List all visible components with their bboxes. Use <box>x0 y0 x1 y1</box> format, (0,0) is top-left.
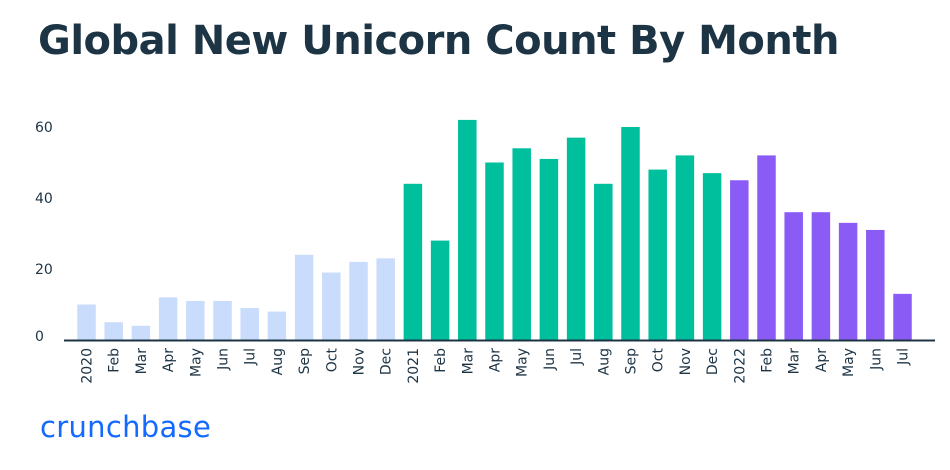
bar <box>186 300 205 340</box>
x-tick-label: Feb <box>433 348 449 373</box>
bar-chart: 0 20 40 60 2020 Feb Mar Apr May Jun Jul Aug Sep Oct N… <box>35 119 935 384</box>
y-tick-label: 60 <box>35 120 53 136</box>
bar <box>349 261 368 340</box>
x-tick-label: Sep <box>297 348 313 375</box>
x-tick-label: Dec <box>705 348 721 375</box>
x-tick-label: Sep <box>624 348 640 375</box>
x-tick-label: Jul <box>569 348 585 366</box>
x-tick-label: Mar <box>460 348 476 375</box>
x-tick-label: Oct <box>324 348 340 373</box>
bar <box>158 297 178 340</box>
bar <box>757 155 776 340</box>
y-tick-label: 40 <box>35 191 53 207</box>
x-tick-label: 2022 <box>732 348 748 384</box>
y-tick-label: 0 <box>35 329 44 345</box>
x-tick-label: Apr <box>161 348 177 372</box>
x-axis-ticks: 2020 Feb Mar Apr May Jun Jul Aug Sep Oct Nov Dec 202… <box>80 348 912 384</box>
x-tick-label: Nov <box>352 348 368 375</box>
x-tick-label: Jun <box>542 348 558 371</box>
x-tick-label: Jul <box>243 348 259 366</box>
x-tick-label: Jul <box>896 348 912 366</box>
bar <box>566 137 586 340</box>
bar <box>838 222 858 340</box>
x-tick-label: 2021 <box>406 348 422 384</box>
x-tick-label: Feb <box>760 348 776 373</box>
x-tick-label: May <box>515 348 531 377</box>
chart-title: Global New Unicorn Count By Month <box>38 18 839 64</box>
bar <box>512 148 531 340</box>
bar <box>131 325 151 340</box>
x-tick-label: Apr <box>814 348 830 372</box>
bar <box>267 311 287 340</box>
bar <box>458 119 477 341</box>
y-tick-label: 20 <box>35 262 53 278</box>
x-tick-label: Oct <box>651 348 667 373</box>
bar <box>730 180 749 340</box>
bar <box>893 293 912 340</box>
bar <box>784 212 803 340</box>
bar <box>240 308 259 340</box>
bar <box>648 169 667 340</box>
y-axis-ticks: 0 20 40 60 <box>35 120 53 345</box>
crunchbase-logo: crunchbase <box>40 410 212 444</box>
x-tick-label: 2020 <box>80 348 96 384</box>
bar <box>376 258 395 340</box>
bar <box>403 183 423 340</box>
bar <box>675 155 695 340</box>
x-tick-label: Apr <box>488 348 504 372</box>
x-tick-label: Mar <box>134 348 150 375</box>
bar <box>213 300 232 340</box>
x-tick-label: Feb <box>107 348 123 373</box>
x-tick-label: Aug <box>270 348 286 375</box>
bar <box>430 240 450 340</box>
bar <box>621 127 640 340</box>
x-tick-label: Jun <box>216 348 232 371</box>
bar <box>811 212 831 340</box>
x-tick-label: Jun <box>868 348 884 371</box>
bar <box>77 304 96 340</box>
bar <box>539 158 559 340</box>
x-tick-label: Mar <box>787 348 803 375</box>
x-tick-label: May <box>841 348 857 377</box>
bar <box>594 183 613 340</box>
x-tick-label: Aug <box>596 348 612 375</box>
bar <box>702 173 722 340</box>
bar-series <box>77 119 912 341</box>
x-tick-label: May <box>188 348 204 377</box>
bar <box>485 162 504 340</box>
bar <box>294 254 314 340</box>
x-tick-label: Dec <box>379 348 395 375</box>
x-tick-label: Nov <box>678 348 694 375</box>
bar <box>104 322 123 340</box>
bar <box>866 229 885 340</box>
bar <box>322 272 341 340</box>
